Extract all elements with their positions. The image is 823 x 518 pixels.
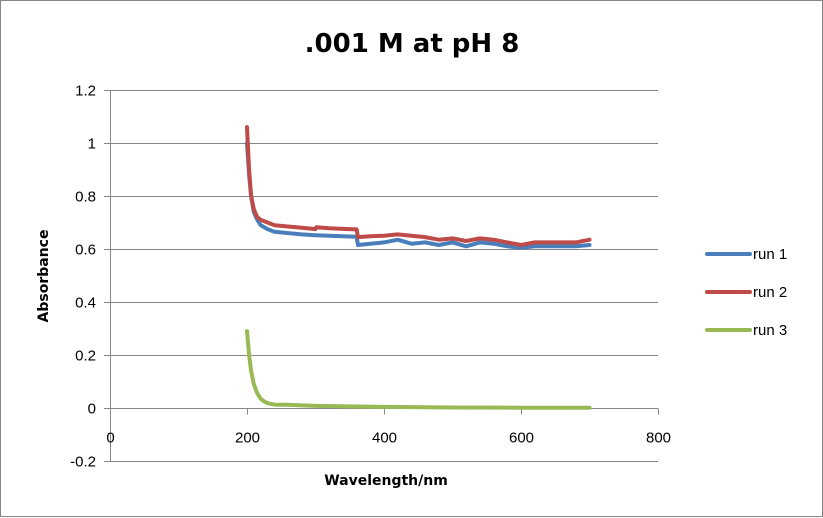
- series-line-run-3: [245, 329, 592, 410]
- x-tick-label: 400: [372, 430, 397, 447]
- y-tick-label: 0.6: [75, 242, 96, 259]
- x-tick-label: 0: [106, 430, 114, 447]
- y-tick-label: -0.2: [70, 454, 96, 471]
- x-axis-ticks: 0 200 400 600 800: [106, 408, 671, 447]
- x-tick-label: 600: [509, 430, 534, 447]
- y-axis-ticks: -0.2 0 0.2 0.4 0.6 0.8 1 1.2: [70, 83, 111, 471]
- legend-label: run 2: [753, 284, 787, 301]
- y-tick-label: 1.2: [75, 83, 96, 100]
- series-lines: [245, 125, 592, 410]
- legend-label: run 3: [753, 322, 787, 339]
- legend-label: run 1: [753, 246, 787, 263]
- y-axis-label: Absorbance: [36, 230, 52, 323]
- y-tick-label: 1: [88, 136, 96, 153]
- chart-title: .001 M at pH 8: [305, 29, 520, 59]
- series-line-run-2: [245, 125, 592, 247]
- x-tick-label: 200: [235, 430, 260, 447]
- x-tick-label: 800: [646, 430, 671, 447]
- x-axis-label: Wavelength/nm: [324, 473, 448, 489]
- y-tick-label: 0.8: [75, 189, 96, 206]
- y-tick-label: 0.2: [75, 348, 96, 365]
- legend: run 1 run 2 run 3: [705, 246, 787, 339]
- y-tick-label: 0: [88, 401, 96, 418]
- series-line-run-1: [245, 141, 592, 250]
- y-tick-label: 0.4: [75, 295, 96, 312]
